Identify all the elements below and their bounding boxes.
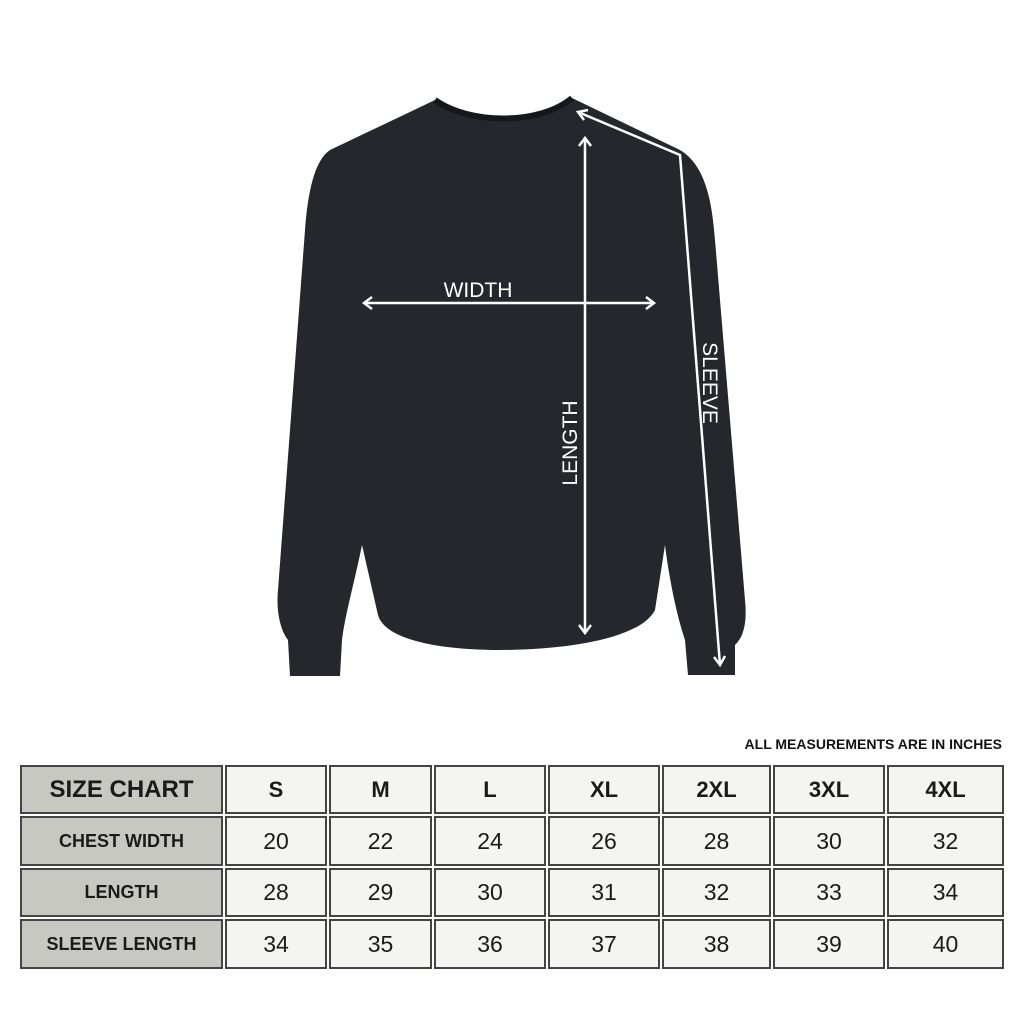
size-header: 3XL: [773, 765, 885, 814]
sleeve-arrow: [575, 108, 727, 668]
table-cell: 35: [329, 919, 432, 969]
units-note: ALL MEASUREMENTS ARE IN INCHES: [744, 736, 1002, 752]
width-arrow: [361, 296, 657, 310]
size-header: M: [329, 765, 432, 814]
size-header: 2XL: [662, 765, 771, 814]
table-cell: 30: [773, 816, 885, 866]
length-arrow: [578, 135, 592, 636]
table-cell: 20: [225, 816, 327, 866]
table-cell: 24: [434, 816, 546, 866]
table-cell: 28: [662, 816, 771, 866]
table-cell: 28: [225, 868, 327, 917]
row-label: SLEEVE LENGTH: [20, 919, 223, 969]
table-cell: 22: [329, 816, 432, 866]
table-cell: 37: [548, 919, 660, 969]
table-cell: 29: [329, 868, 432, 917]
width-label: WIDTH: [444, 279, 513, 302]
row-label: LENGTH: [20, 868, 223, 917]
sweatshirt-diagram: WIDTH LENGTH SLEEVE: [277, 95, 746, 676]
table-cell: 32: [662, 868, 771, 917]
table-cell: 31: [548, 868, 660, 917]
sweatshirt-body: [277, 98, 746, 676]
table-cell: 40: [887, 919, 1004, 969]
table-cell: 39: [773, 919, 885, 969]
table-corner-label: SIZE CHART: [20, 765, 223, 814]
table-cell: 38: [662, 919, 771, 969]
length-label: LENGTH: [559, 400, 582, 485]
row-label: CHEST WIDTH: [20, 816, 223, 866]
table-cell: 30: [434, 868, 546, 917]
table-cell: 26: [548, 816, 660, 866]
table-cell: 32: [887, 816, 1004, 866]
sleeve-label: SLEEVE: [698, 342, 721, 424]
size-header: L: [434, 765, 546, 814]
size-header: XL: [548, 765, 660, 814]
table-cell: 36: [434, 919, 546, 969]
table-cell: 33: [773, 868, 885, 917]
table-cell: 34: [225, 919, 327, 969]
size-header: 4XL: [887, 765, 1004, 814]
table-cell: 34: [887, 868, 1004, 917]
size-header: S: [225, 765, 327, 814]
